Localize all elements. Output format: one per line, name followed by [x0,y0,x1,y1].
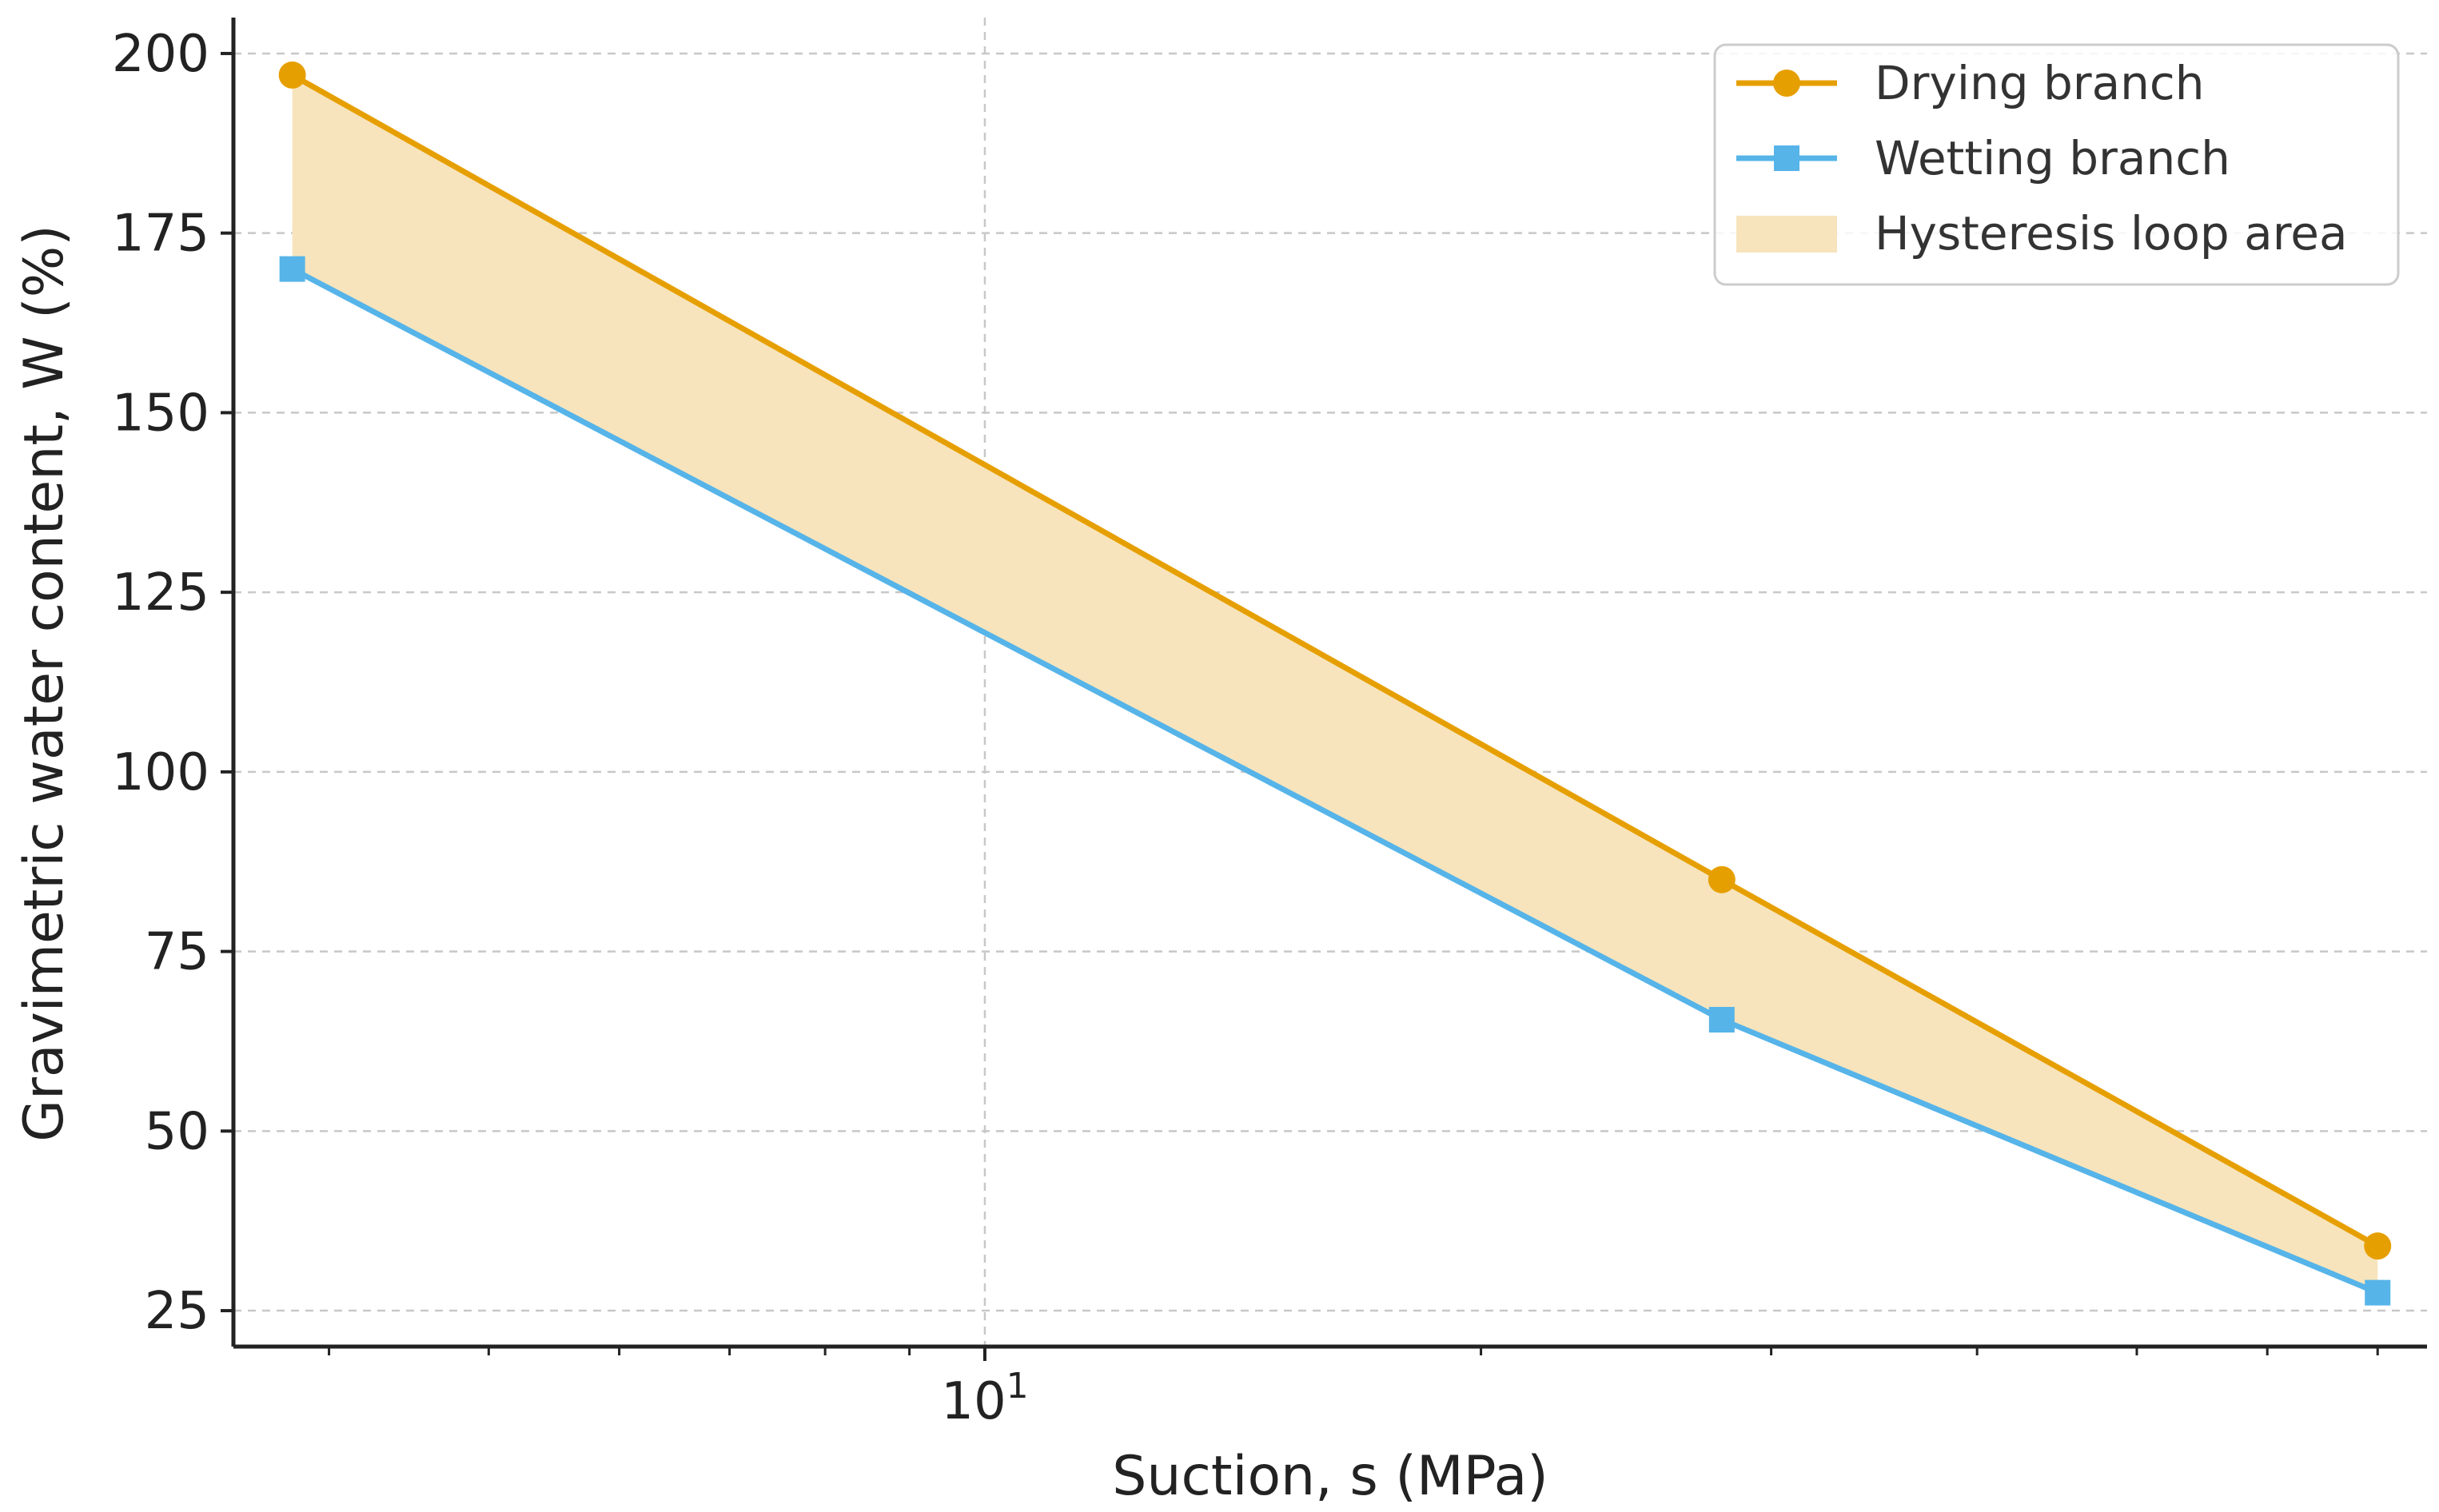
drying-branch-point [2364,1232,2392,1260]
wetting-branch-point [2365,1279,2391,1306]
legend-frame [1713,43,2400,286]
y-tick-label: 125 [112,563,209,623]
legend-wetting-label: Wetting branch [1875,131,2230,185]
legend-drying-marker [1773,70,1800,97]
legend-drying-label: Drying branch [1875,56,2205,110]
x-tick-label: 101 [941,1366,1028,1431]
drying-branch-point [278,61,306,89]
drying-branch-point [1708,865,1736,893]
legend-wetting-marker [1774,145,1799,171]
y-tick-label: 100 [112,743,209,802]
wetting-branch-point [279,256,305,282]
legend: Drying branch Wetting branch Hysteresis … [1713,43,2400,286]
series-layer [278,61,2392,1306]
legend-hysteresis-label: Hysteresis loop area [1875,206,2348,261]
y-tick-label: 50 [145,1102,209,1161]
y-tick-label: 25 [145,1282,209,1341]
y-tick-label: 175 [112,205,209,264]
y-tick-label: 75 [145,923,209,982]
y-tick-label: 150 [112,384,209,443]
wetting-branch-point [1708,1006,1735,1033]
fill-layer [292,74,2378,1293]
y-tick-label: 200 [112,25,209,84]
y-axis-title: Gravimetric water content, W (%) [13,225,76,1142]
tick-layer: 25 50 75 100 125 150 175 200 101 [112,25,2379,1431]
hysteresis-loop-area [292,74,2378,1293]
x-axis-title: Suction, s (MPa) [1112,1445,1548,1508]
legend-hysteresis-swatch [1736,216,1837,253]
